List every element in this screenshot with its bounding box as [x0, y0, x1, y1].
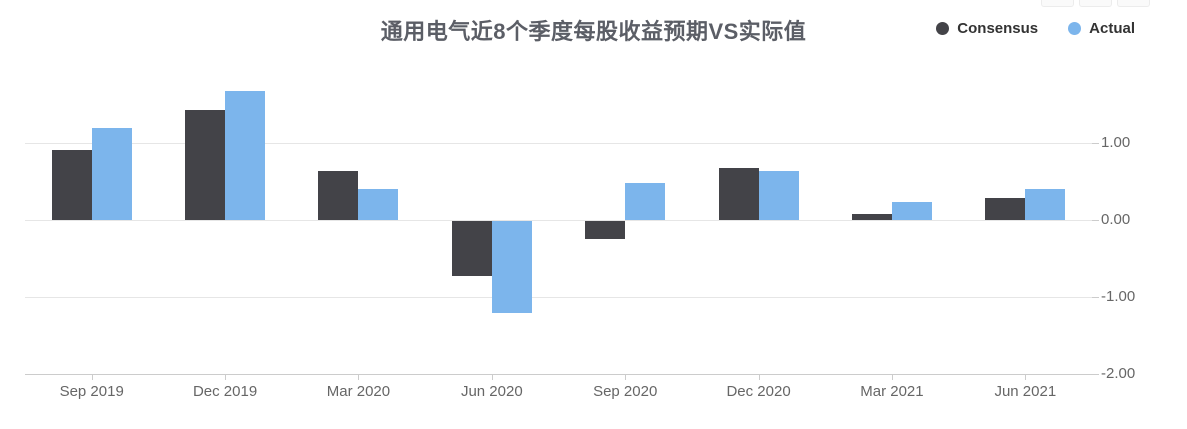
x-axis-tick: [758, 374, 760, 380]
bar-actual-sep-2020[interactable]: [625, 183, 666, 220]
y-axis-label: 1.00: [1101, 134, 1131, 151]
y-axis-label: -1.00: [1101, 288, 1136, 305]
consensus-marker-icon: [936, 22, 950, 35]
bar-consensus-jun-2020[interactable]: [451, 221, 492, 277]
y-axis-tick: [1092, 297, 1099, 298]
x-axis-label: Mar 2021: [860, 383, 924, 400]
x-axis-label: Dec 2019: [192, 383, 258, 400]
bar-consensus-jun-2021[interactable]: [985, 198, 1026, 220]
x-axis-label: Dec 2020: [726, 383, 791, 400]
grid-line: [25, 220, 1092, 221]
grid-line: [25, 297, 1092, 298]
x-axis-tick: [1025, 374, 1027, 380]
x-axis-tick: [225, 374, 227, 380]
bar-actual-sep-2019[interactable]: [91, 127, 132, 220]
bar-actual-dec-2020[interactable]: [758, 170, 799, 220]
bar-actual-mar-2020[interactable]: [358, 189, 399, 220]
cropped-toolbar-button[interactable]: [1117, 0, 1150, 7]
chart-title: 通用电气近8个季度每股收益预期VS实际值: [380, 19, 807, 44]
legend-label-actual: Actual: [1089, 20, 1135, 37]
bar-consensus-mar-2020[interactable]: [318, 170, 359, 220]
x-axis-label: Sep 2019: [59, 383, 124, 400]
x-axis-tick: [91, 374, 93, 380]
bar-actual-jun-2020[interactable]: [491, 221, 532, 314]
x-axis-label: Jun 2020: [460, 383, 523, 400]
grid-line: [25, 143, 1092, 144]
bar-actual-dec-2019[interactable]: [225, 90, 266, 220]
bar-consensus-dec-2020[interactable]: [718, 167, 759, 220]
bar-consensus-dec-2019[interactable]: [185, 109, 226, 220]
legend-item-actual[interactable]: Actual: [1068, 20, 1135, 37]
x-axis-tick: [358, 374, 360, 380]
x-axis-label: Mar 2020: [326, 383, 391, 400]
y-axis-tick: [1092, 374, 1099, 375]
actual-marker-icon: [1068, 22, 1082, 35]
legend-item-consensus[interactable]: Consensus: [936, 20, 1038, 37]
legend-label-consensus: Consensus: [957, 20, 1039, 37]
y-axis-label: -2.00: [1101, 365, 1136, 382]
x-axis-tick: [491, 374, 493, 380]
y-axis-tick: [1092, 220, 1099, 221]
x-axis-label: Jun 2021: [994, 383, 1057, 400]
cropped-toolbar-button[interactable]: [1041, 0, 1074, 7]
x-axis-tick: [891, 374, 893, 380]
grid-line: [25, 374, 1092, 375]
bar-consensus-sep-2019[interactable]: [51, 149, 92, 220]
bar-actual-mar-2021[interactable]: [891, 201, 932, 220]
legend: Consensus Actual: [936, 20, 1135, 37]
cropped-toolbar-button[interactable]: [1079, 0, 1112, 7]
bar-consensus-mar-2021[interactable]: [851, 213, 892, 220]
y-axis-tick: [1092, 143, 1099, 144]
x-axis-tick: [625, 374, 627, 380]
x-axis-label: Sep 2020: [593, 383, 658, 400]
y-axis-label: 0.00: [1101, 211, 1131, 228]
bar-consensus-sep-2020[interactable]: [585, 221, 626, 240]
bar-actual-jun-2021[interactable]: [1025, 189, 1066, 220]
